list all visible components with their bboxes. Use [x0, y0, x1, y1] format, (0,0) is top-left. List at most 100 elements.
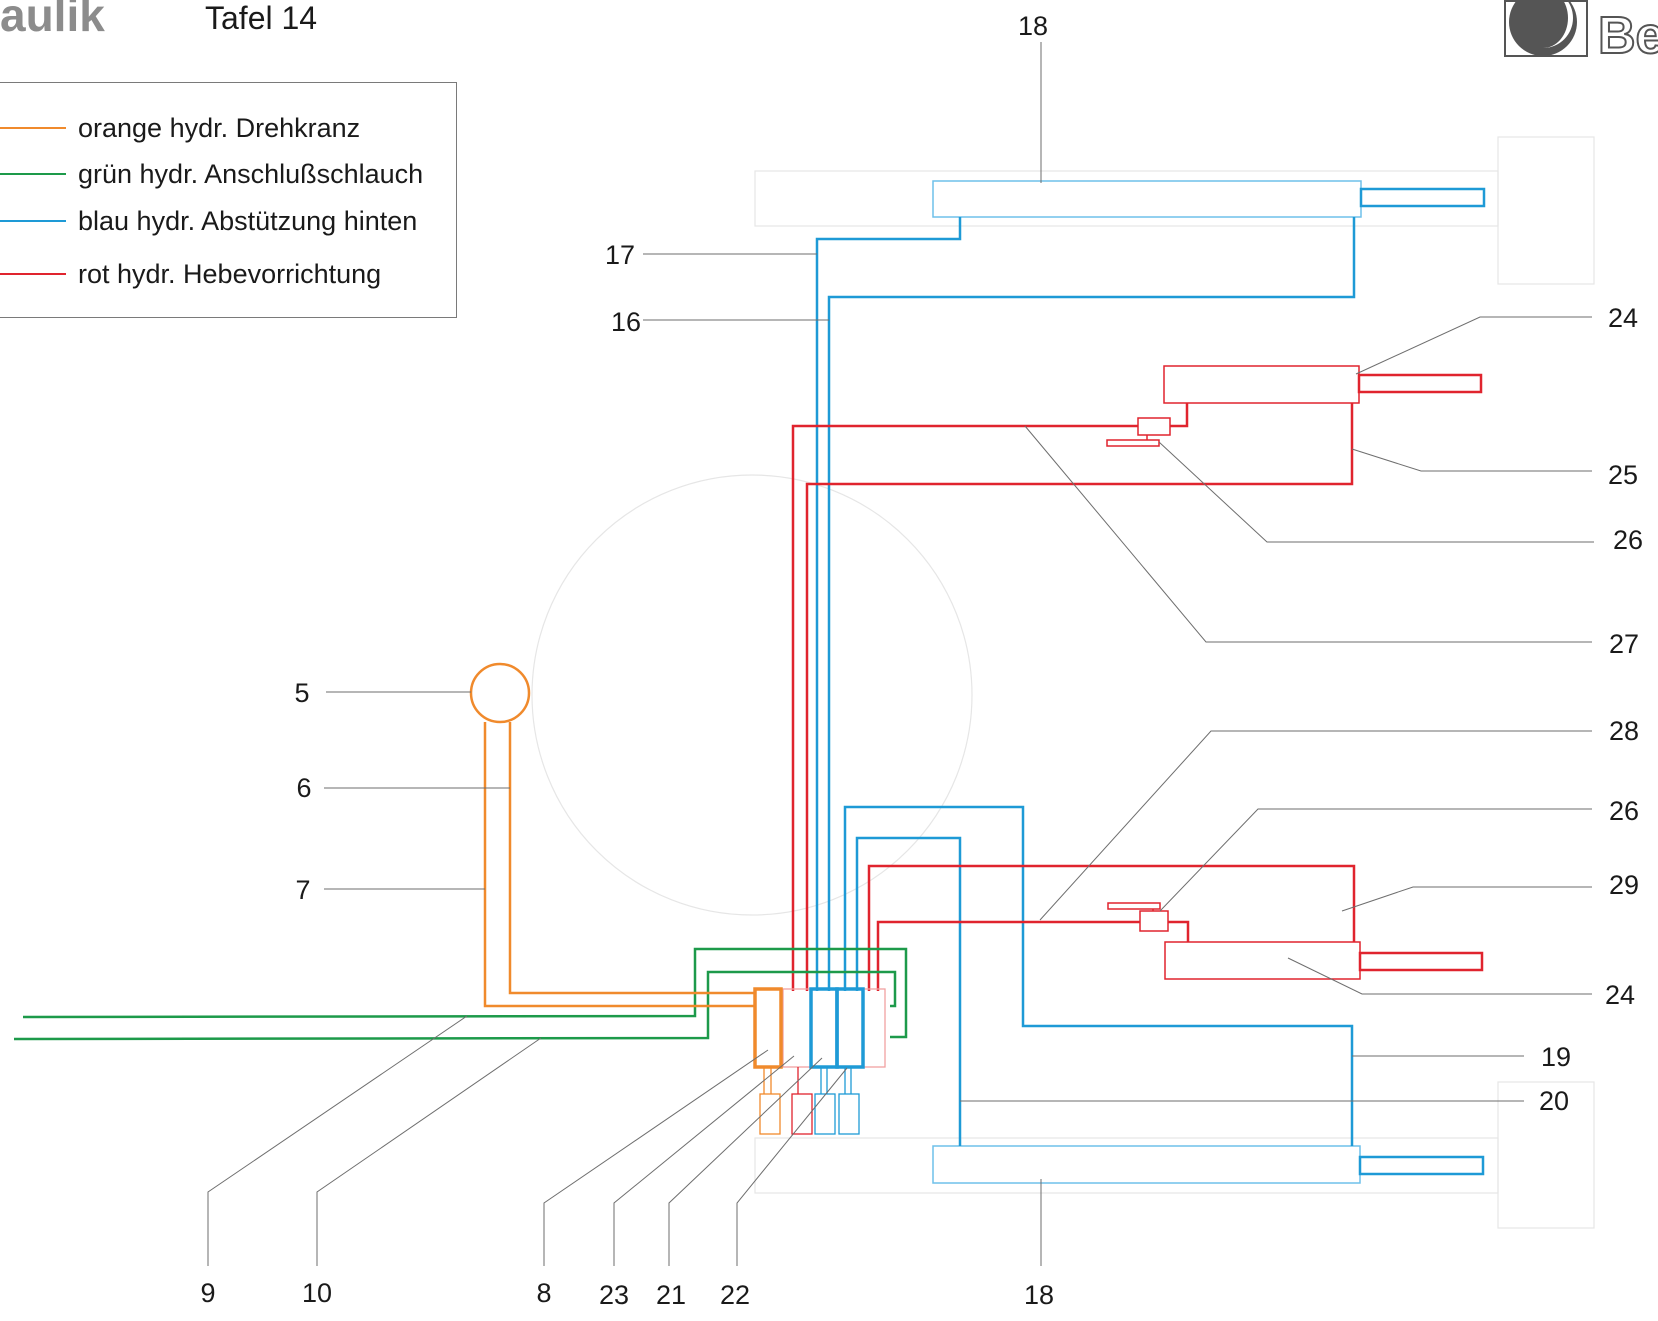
valve-body — [1137, 417, 1171, 436]
red-line-29 — [867, 864, 1356, 991]
callout-16: 16 — [611, 307, 641, 337]
red-lines — [791, 403, 1356, 991]
cylinder-lift-bottom — [1164, 941, 1484, 980]
leader-9 — [207, 1015, 468, 1266]
legend-label: grün hydr. Anschlußschlauch — [78, 158, 424, 189]
green-lines — [13, 947, 908, 1041]
green-line-10 — [13, 970, 897, 1041]
control-section-red-2 — [862, 988, 886, 1068]
blue-line-19 — [843, 805, 1354, 1146]
callout-27: 27 — [1609, 629, 1639, 659]
control-handle — [814, 1093, 836, 1135]
legend-label: blau hydr. Abstützung hinten — [78, 205, 418, 236]
leader-24-bottom — [1287, 957, 1592, 995]
callout-28: 28 — [1609, 716, 1639, 746]
callout-26-bottom: 26 — [1609, 796, 1639, 826]
leader-10 — [316, 1037, 542, 1266]
piston-rod — [1358, 951, 1484, 972]
control-section-orange — [753, 987, 783, 1069]
green-line-9 — [22, 947, 908, 1039]
callout-7: 7 — [295, 875, 310, 905]
callout-8: 8 — [536, 1278, 551, 1308]
logo-swoosh — [1534, 2, 1573, 48]
callout-21: 21 — [656, 1280, 686, 1310]
callout-24-bottom: 24 — [1605, 980, 1635, 1010]
control-section-red-1 — [782, 988, 812, 1068]
callout-29: 29 — [1609, 870, 1639, 900]
piston-rod — [1358, 1155, 1485, 1176]
control-stem-blue-2 — [838, 1067, 860, 1135]
control-handle — [791, 1093, 813, 1135]
turntable-outline — [531, 474, 973, 916]
control-section-blue-1 — [809, 987, 839, 1069]
valve-lever — [1106, 439, 1160, 447]
callout-18-top: 18 — [1018, 11, 1048, 41]
valve-lever — [1107, 902, 1161, 910]
orange-lines — [469, 662, 755, 1008]
piston-rod — [1359, 187, 1486, 208]
callout-9: 9 — [200, 1278, 215, 1308]
callout-24-top: 24 — [1608, 303, 1638, 333]
leader-lines — [207, 42, 1594, 1266]
control-handle — [759, 1093, 781, 1135]
brand-logo-text: Be — [1597, 6, 1658, 66]
valve-top — [1106, 417, 1171, 447]
leader-26-top — [1158, 441, 1594, 543]
legend-item-blue: blau hydr. Abstützung hinten — [0, 206, 417, 236]
callout-17: 17 — [605, 240, 635, 270]
control-block — [753, 987, 886, 1135]
control-handle — [838, 1093, 860, 1135]
callout-6: 6 — [296, 773, 311, 803]
valve-body — [1139, 910, 1169, 932]
callout-10: 10 — [302, 1278, 332, 1308]
red-line-28 — [876, 920, 1140, 991]
blue-line-20 — [855, 836, 962, 1146]
legend-swatch-orange — [0, 127, 66, 129]
control-stem-blue-1 — [814, 1067, 836, 1135]
valve-bottom — [1107, 902, 1169, 932]
cylinder-support-top — [932, 180, 1486, 218]
callout-20: 20 — [1539, 1086, 1569, 1116]
blue-line-16 — [827, 217, 1356, 991]
red-line-27 — [791, 424, 1138, 991]
rotary-joint-5 — [469, 662, 531, 724]
legend-label: rot hydr. Hebevorrichtung — [78, 258, 382, 289]
leader-23 — [613, 1055, 795, 1266]
blue-line-17 — [815, 217, 962, 991]
leader-27 — [1024, 425, 1592, 643]
callout-5: 5 — [294, 678, 309, 708]
legend-item-orange: orange hydr. Drehkranz — [0, 113, 360, 143]
callout-18-bottom: 18 — [1024, 1280, 1054, 1310]
leader-21 — [668, 1057, 823, 1266]
callout-26-top: 26 — [1613, 525, 1643, 555]
cylinder-body — [1164, 941, 1361, 980]
lower-right-box-outline — [1497, 1081, 1595, 1229]
callout-labels: 18 17 16 24 25 26 27 5 6 7 28 26 29 24 1… — [200, 11, 1643, 1310]
legend-label: orange hydr. Drehkranz — [78, 112, 361, 143]
brand-logo-icon — [1504, 0, 1588, 57]
leader-28 — [1039, 730, 1592, 921]
red-line-top-valve — [1170, 403, 1189, 428]
legend-swatch-blue — [0, 220, 66, 222]
leader-24-top — [1355, 316, 1592, 375]
red-line-bottom-valve — [1168, 920, 1190, 942]
red-line-25 — [805, 403, 1354, 991]
upper-right-box-outline — [1497, 136, 1595, 285]
callout-22: 22 — [720, 1280, 750, 1310]
page-title: aulik — [0, 0, 105, 41]
legend-swatch-red — [0, 273, 66, 275]
legend-item-red: rot hydr. Hebevorrichtung — [0, 259, 381, 289]
plate-number: Tafel 14 — [205, 0, 318, 36]
callout-19: 19 — [1541, 1042, 1571, 1072]
legend: orange hydr. Drehkranz grün hydr. Anschl… — [0, 82, 457, 318]
callout-25: 25 — [1608, 460, 1638, 490]
callout-23: 23 — [599, 1280, 629, 1310]
legend-item-green: grün hydr. Anschlußschlauch — [0, 159, 423, 189]
leader-22 — [736, 1067, 848, 1266]
legend-swatch-green — [0, 173, 66, 175]
orange-line-6 — [508, 722, 755, 995]
leader-26-bottom — [1159, 808, 1592, 912]
cylinder-body — [932, 180, 1362, 218]
